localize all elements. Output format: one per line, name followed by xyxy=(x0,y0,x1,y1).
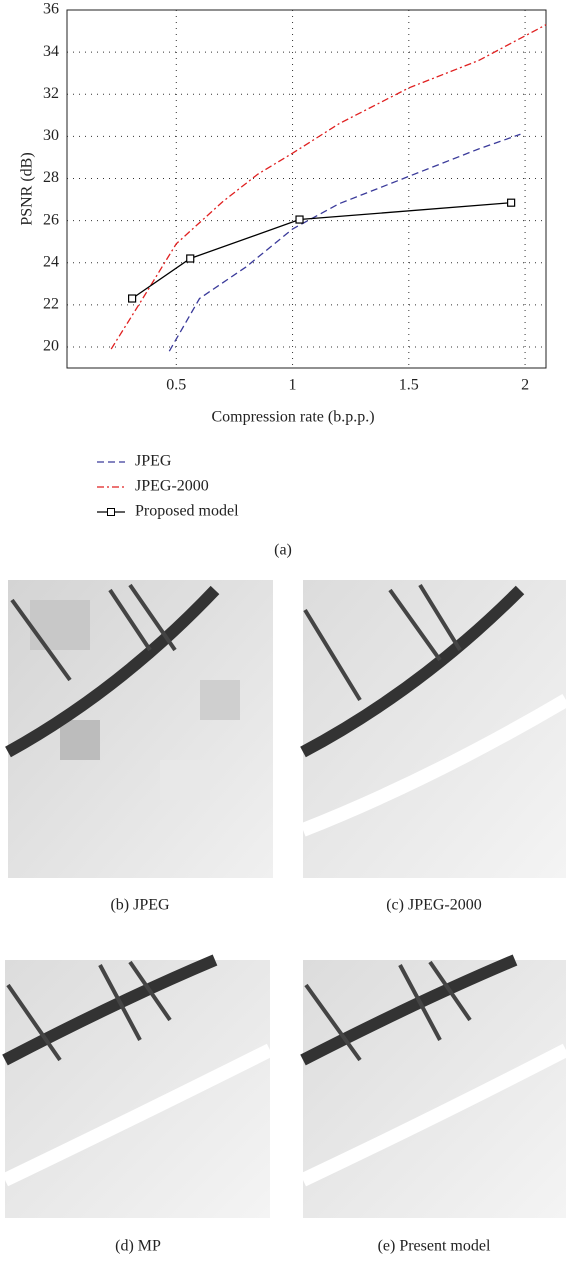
marker xyxy=(128,294,137,303)
series-line xyxy=(110,24,547,350)
image-mp xyxy=(1,954,274,1218)
y-tick-label: 34 xyxy=(43,43,59,60)
marker xyxy=(507,198,516,207)
x-axis-label: Compression rate (b.p.p.) xyxy=(211,409,374,426)
y-tick-label: 24 xyxy=(43,253,59,270)
x-tick-label: 2 xyxy=(521,377,529,394)
series-line xyxy=(168,133,521,352)
legend-marker xyxy=(107,508,115,516)
y-tick-label: 22 xyxy=(43,295,59,312)
x-tick-label: 1 xyxy=(289,377,297,394)
x-tick-label: 0.5 xyxy=(166,377,186,394)
chart-caption: (a) xyxy=(274,542,292,559)
legend-label: Proposed model xyxy=(135,503,239,520)
panel-caption: (c) JPEG-2000 xyxy=(386,897,482,914)
image-jpeg-2000 xyxy=(300,580,566,878)
y-tick-label: 32 xyxy=(43,85,59,102)
y-tick-label: 30 xyxy=(43,127,59,144)
marker xyxy=(295,215,304,224)
legend-label: JPEG xyxy=(135,453,172,470)
y-tick-label: 28 xyxy=(43,169,59,186)
x-tick-label: 1.5 xyxy=(399,377,419,394)
y-tick-label: 26 xyxy=(43,211,59,228)
marker xyxy=(186,254,195,263)
y-tick-label: 36 xyxy=(43,1,59,18)
plot-frame xyxy=(66,9,547,369)
y-axis-label: PSNR (dB) xyxy=(19,152,36,225)
panel-caption: (d) MP xyxy=(115,1238,161,1255)
panel-caption: (b) JPEG xyxy=(110,897,170,914)
legend-label: JPEG-2000 xyxy=(135,478,209,495)
image-present-model xyxy=(300,954,566,1218)
series-line xyxy=(131,202,512,300)
image-jpeg xyxy=(5,580,273,878)
panel-caption: (e) Present model xyxy=(378,1238,491,1255)
y-tick-label: 20 xyxy=(43,338,59,355)
